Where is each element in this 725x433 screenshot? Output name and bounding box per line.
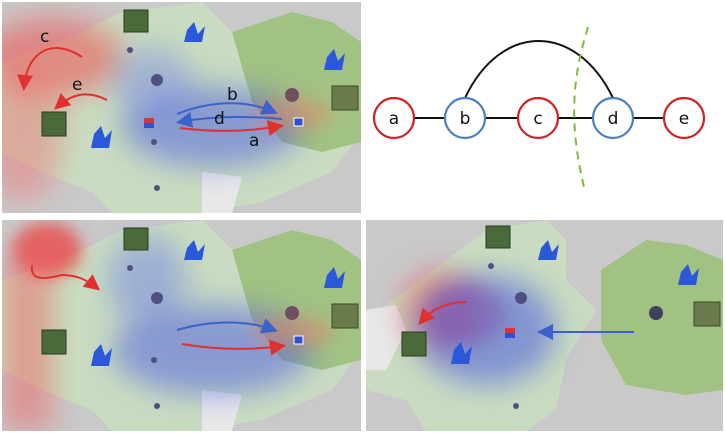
arrow-label-c: c bbox=[40, 27, 49, 47]
crystal-icon bbox=[324, 267, 345, 288]
map-canvas bbox=[366, 220, 723, 431]
crystal-icon bbox=[324, 49, 345, 70]
flag-icon bbox=[505, 328, 515, 333]
node-label-c: c bbox=[533, 109, 542, 129]
mineral-icon bbox=[154, 185, 160, 191]
red-heat-zone bbox=[2, 62, 62, 202]
flag-icon bbox=[293, 335, 304, 345]
graph-panel: a b c d e bbox=[366, 2, 723, 213]
blue-heat-zone bbox=[107, 235, 187, 325]
arrow-label-a: a bbox=[249, 131, 259, 151]
mineral-icon bbox=[151, 292, 163, 304]
mineral-icon bbox=[649, 306, 663, 320]
flag-icon bbox=[505, 333, 515, 338]
node-label-e: e bbox=[679, 109, 689, 129]
crystal-icon bbox=[91, 126, 112, 148]
mineral-icon bbox=[154, 403, 160, 409]
mineral-icon bbox=[127, 47, 133, 53]
map-panel-top-left: c e b d a bbox=[2, 2, 361, 213]
bunker-icon bbox=[693, 301, 721, 327]
red-heat-zone bbox=[252, 316, 332, 348]
arrow-b bbox=[176, 99, 278, 115]
bunker-icon bbox=[123, 227, 149, 251]
crystal-icon bbox=[678, 264, 699, 285]
cut-line bbox=[573, 26, 589, 188]
mineral-icon bbox=[285, 88, 299, 102]
crystal-icon bbox=[451, 342, 472, 364]
mineral-icon bbox=[151, 74, 163, 86]
mineral-icon bbox=[513, 403, 519, 409]
node-d bbox=[591, 96, 635, 140]
crystal-icon bbox=[184, 240, 205, 260]
snow-patch bbox=[366, 305, 406, 370]
crystal-icon bbox=[538, 240, 559, 260]
arrow-c bbox=[17, 47, 83, 91]
arrow-a bbox=[179, 120, 284, 137]
map-panel-bottom-right bbox=[366, 220, 723, 431]
mineral-icon bbox=[488, 263, 494, 269]
snow-patch bbox=[202, 390, 242, 431]
node-e bbox=[662, 96, 706, 140]
bunker-icon bbox=[123, 9, 149, 33]
node-label-b: b bbox=[460, 109, 471, 129]
crystal-icon bbox=[184, 22, 205, 42]
arrow-label-d: d bbox=[214, 109, 225, 129]
arrow-red bbox=[181, 339, 286, 356]
bunker-icon bbox=[485, 225, 511, 249]
arrow-d bbox=[176, 111, 283, 128]
mineral-icon bbox=[151, 139, 157, 145]
bunker-icon bbox=[401, 331, 427, 357]
mineral-icon bbox=[515, 292, 527, 304]
bunker-icon bbox=[41, 111, 67, 137]
node-a bbox=[372, 96, 416, 140]
arrow-e bbox=[53, 93, 108, 110]
red-heat-zone bbox=[252, 98, 332, 130]
contested-heat-zone bbox=[426, 285, 506, 345]
node-label-d: d bbox=[608, 109, 619, 129]
arrow-label-e: e bbox=[72, 75, 82, 95]
arrow-red bbox=[418, 301, 467, 326]
arrow-red bbox=[30, 264, 101, 291]
mineral-icon bbox=[151, 357, 157, 363]
bunker-icon bbox=[331, 303, 359, 329]
arrow-blue bbox=[176, 318, 278, 334]
node-b bbox=[443, 96, 487, 140]
mineral-icon bbox=[285, 306, 299, 320]
snow-patch bbox=[202, 172, 242, 213]
edge-b-d-arc bbox=[464, 40, 614, 99]
arrow-label-b: b bbox=[227, 85, 238, 105]
map-canvas: c e b d a bbox=[2, 2, 361, 213]
node-c bbox=[516, 96, 560, 140]
crystal-icon bbox=[91, 344, 112, 366]
node-label-a: a bbox=[389, 109, 399, 129]
map-canvas bbox=[2, 220, 361, 431]
flag-icon bbox=[144, 123, 154, 128]
flag-icon bbox=[144, 118, 154, 123]
map-panel-bottom-left bbox=[2, 220, 361, 431]
bunker-icon bbox=[41, 329, 67, 355]
graph-nodes bbox=[372, 96, 706, 140]
bunker-icon bbox=[331, 85, 359, 111]
graph-diagram: a b c d e bbox=[366, 2, 723, 213]
mineral-icon bbox=[127, 265, 133, 271]
flag-icon bbox=[293, 117, 304, 127]
